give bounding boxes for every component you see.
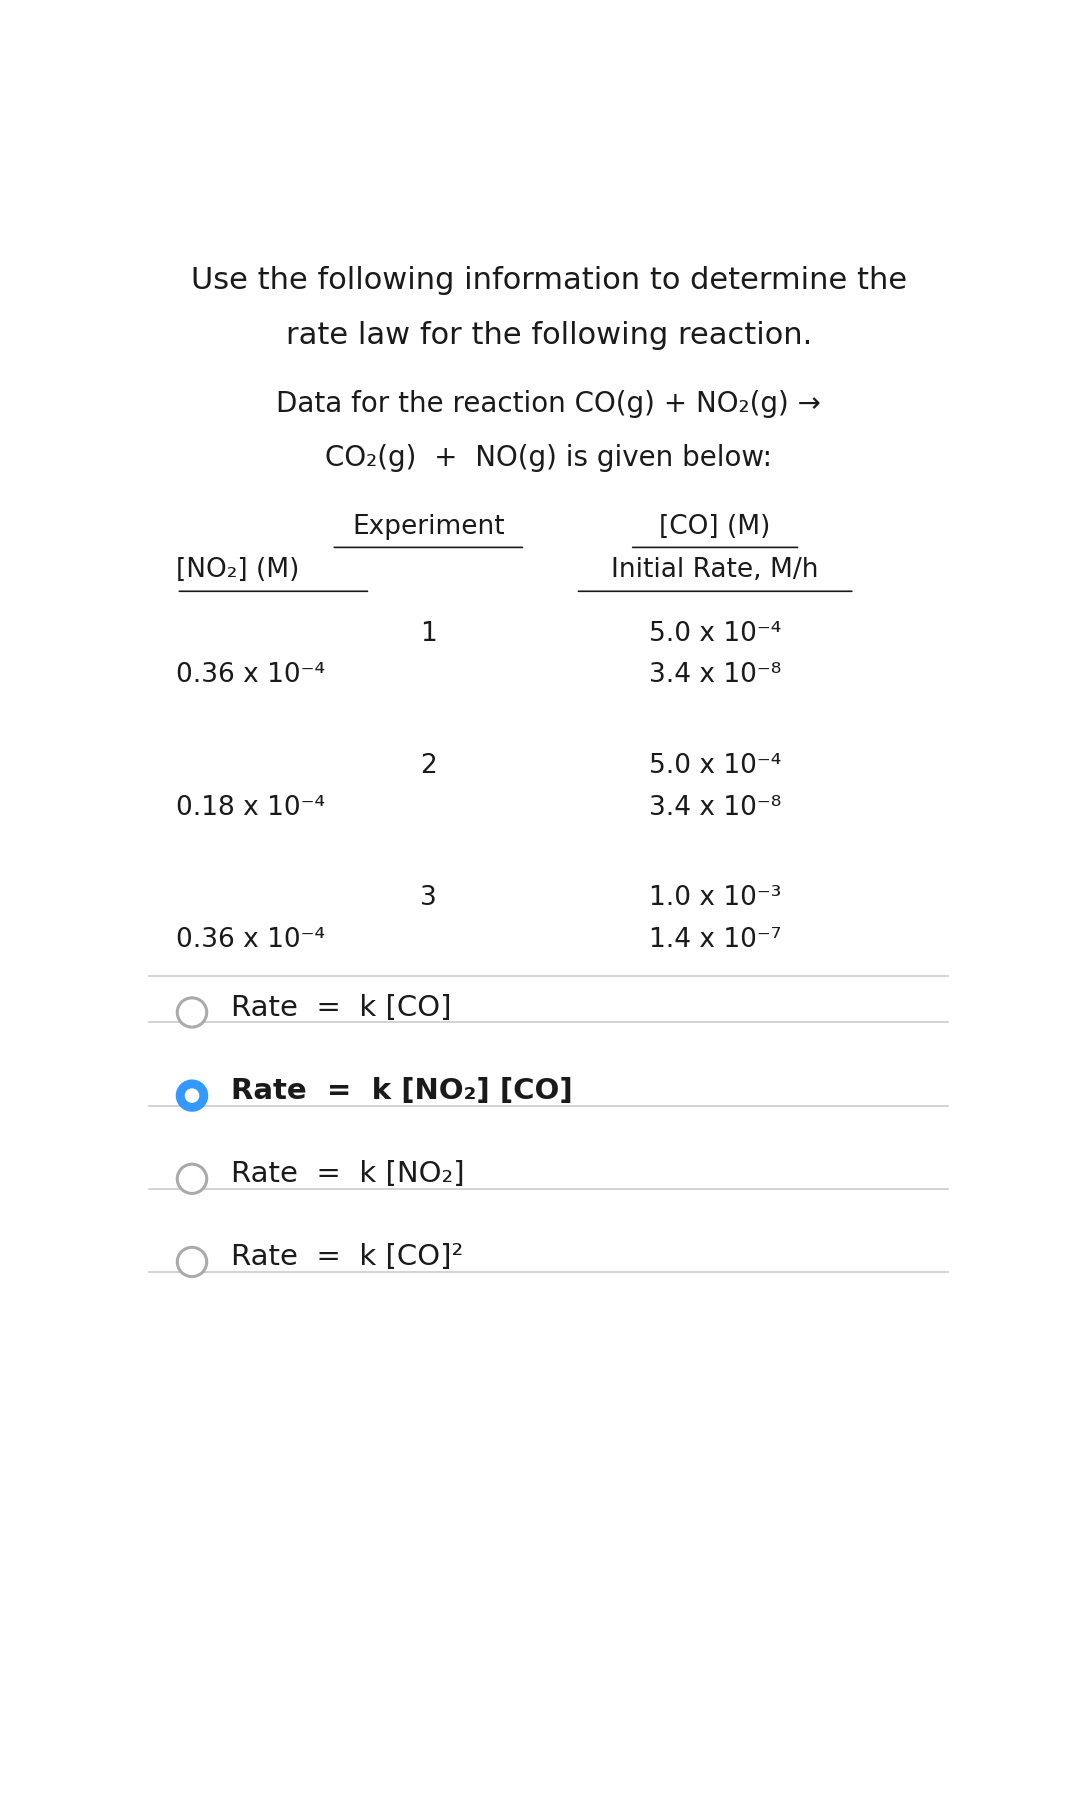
Text: 0.36 x 10⁻⁴: 0.36 x 10⁻⁴: [177, 927, 326, 954]
Text: 3.4 x 10⁻⁸: 3.4 x 10⁻⁸: [649, 663, 782, 688]
Text: rate law for the following reaction.: rate law for the following reaction.: [286, 321, 812, 350]
Text: 3.4 x 10⁻⁸: 3.4 x 10⁻⁸: [649, 794, 782, 821]
Circle shape: [178, 999, 207, 1027]
Text: Use the following information to determine the: Use the following information to determi…: [191, 266, 907, 295]
Circle shape: [185, 1088, 198, 1103]
Text: Data for the reaction CO(g) + NO₂(g) →: Data for the reaction CO(g) + NO₂(g) →: [276, 390, 821, 418]
Text: 1: 1: [420, 621, 437, 647]
Circle shape: [178, 1246, 207, 1277]
Text: 0.36 x 10⁻⁴: 0.36 x 10⁻⁴: [177, 663, 326, 688]
Text: 0.18 x 10⁻⁴: 0.18 x 10⁻⁴: [177, 794, 326, 821]
Text: 5.0 x 10⁻⁴: 5.0 x 10⁻⁴: [649, 621, 782, 647]
Text: Rate  =  k [CO]²: Rate = k [CO]²: [230, 1243, 463, 1272]
Text: Rate  =  k [CO]: Rate = k [CO]: [230, 993, 451, 1022]
Text: 5.0 x 10⁻⁴: 5.0 x 10⁻⁴: [649, 753, 782, 779]
Text: Initial Rate, M/h: Initial Rate, M/h: [612, 557, 819, 584]
Text: [CO] (M): [CO] (M): [660, 514, 771, 539]
Text: Experiment: Experiment: [352, 514, 504, 539]
Text: Rate  =  k [NO₂] [CO]: Rate = k [NO₂] [CO]: [230, 1078, 573, 1105]
Text: 3: 3: [420, 885, 437, 911]
Text: CO₂(g)  +  NO(g) is given below:: CO₂(g) + NO(g) is given below:: [326, 444, 772, 472]
Text: 1.4 x 10⁻⁷: 1.4 x 10⁻⁷: [649, 927, 782, 954]
Text: 2: 2: [420, 753, 437, 779]
Text: Rate  =  k [NO₂]: Rate = k [NO₂]: [230, 1160, 465, 1189]
Circle shape: [178, 1081, 207, 1110]
Text: 1.0 x 10⁻³: 1.0 x 10⁻³: [649, 885, 782, 911]
Text: [NO₂] (M): [NO₂] (M): [177, 557, 300, 584]
Circle shape: [178, 1164, 207, 1193]
